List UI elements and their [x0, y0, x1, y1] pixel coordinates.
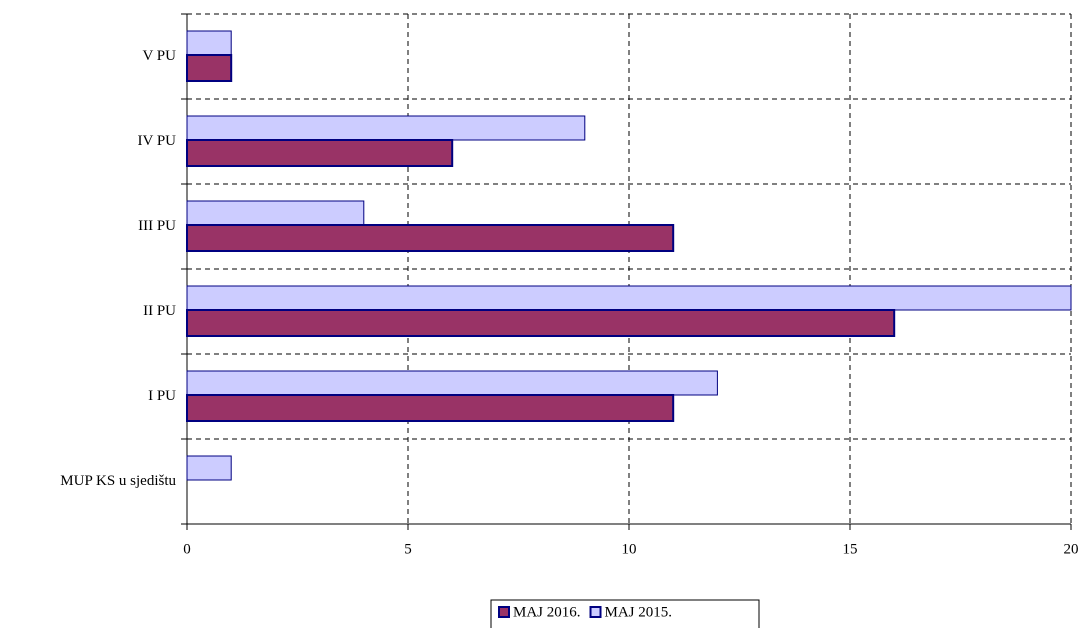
- x-tick-label: 5: [404, 541, 412, 557]
- legend-swatch: [589, 606, 602, 618]
- legend-swatch: [498, 606, 510, 618]
- y-tick-label: IV PU: [138, 133, 177, 149]
- bar: [186, 285, 1072, 311]
- bar: [186, 309, 896, 337]
- legend-box: [490, 599, 760, 628]
- bar: [186, 394, 675, 422]
- y-tick-label: V PU: [143, 48, 177, 64]
- bar: [186, 200, 365, 226]
- bar: [186, 455, 232, 481]
- legend-label: MAJ 2016.: [513, 604, 581, 620]
- bar: [186, 139, 454, 167]
- y-tick-label: I PU: [148, 388, 176, 404]
- x-tick-label: 0: [183, 541, 191, 557]
- x-tick-label: 20: [1064, 541, 1079, 557]
- legend-label: MAJ 2015.: [605, 604, 673, 620]
- bar: [186, 115, 586, 141]
- bar: [186, 30, 232, 56]
- x-tick-label: 15: [843, 541, 858, 557]
- bar: [186, 370, 718, 396]
- bar: [186, 224, 675, 252]
- x-tick-label: 10: [622, 541, 637, 557]
- y-tick-label: MUP KS u sjedištu: [60, 473, 176, 489]
- y-tick-label: II PU: [143, 303, 176, 319]
- bar: [186, 54, 233, 82]
- y-tick-label: III PU: [138, 218, 176, 234]
